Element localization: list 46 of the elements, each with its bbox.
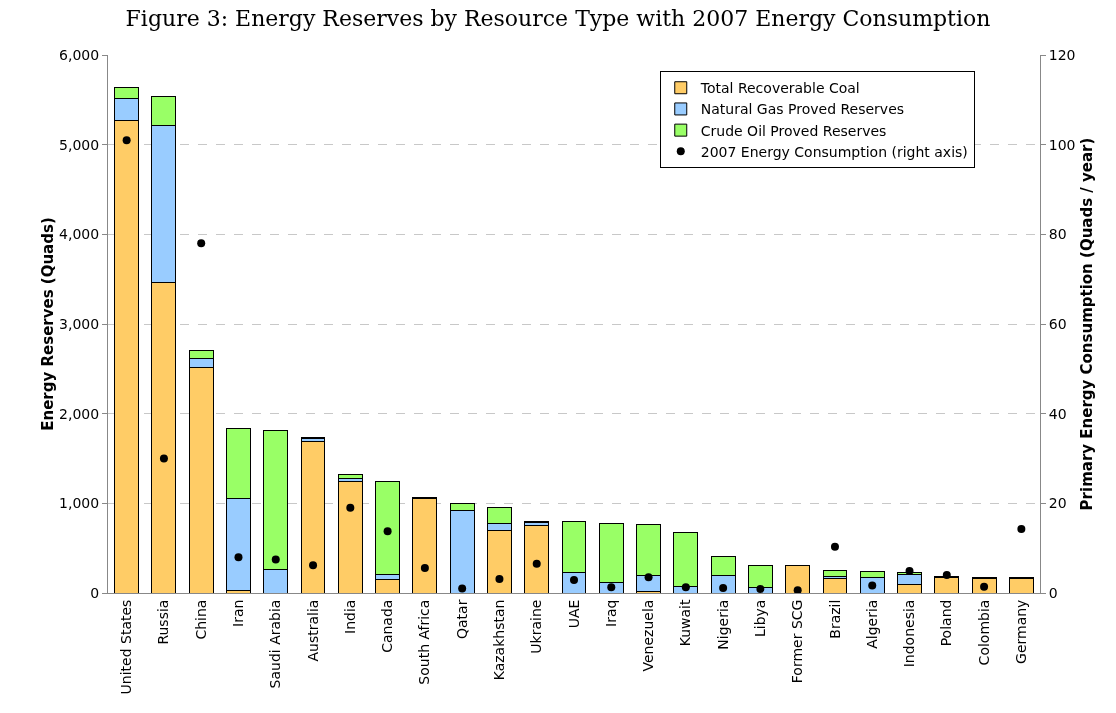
x-tick-label: India (341, 599, 358, 634)
y2-tick-label: 100 (1048, 136, 1076, 153)
x-tick-label: Germany (1012, 599, 1029, 664)
x-tick-label: United States (118, 599, 135, 695)
x-tick-label: Kuwait (677, 599, 694, 647)
x-tick-label: Canada (379, 599, 396, 653)
x-tick-label: Libya (751, 599, 768, 638)
x-tick-label: Former SCG (789, 599, 806, 684)
x-tick-label: China (192, 599, 209, 640)
x-tick-label: Poland (938, 599, 955, 647)
y-tick-label: 0 (90, 584, 100, 601)
x-tick-label: Colombia (975, 599, 992, 666)
legend-label: Crude Oil Proved Reserves (700, 122, 887, 139)
chart-title: Figure 3: Energy Reserves by Resource Type with 2007 Energy Consumption (125, 6, 991, 32)
x-tick-label: Algeria (863, 599, 880, 649)
x-tick-label: UAE (565, 599, 582, 629)
y2-tick-label: 80 (1048, 226, 1067, 243)
y2-tick-label: 20 (1048, 495, 1067, 512)
y2-tick-label: 40 (1048, 405, 1067, 422)
y-tick-label: 4,000 (59, 226, 100, 243)
y-tick-label: 5,000 (59, 136, 100, 153)
x-tick-label: Kazakhstan (490, 599, 507, 681)
y-tick-label: 2,000 (59, 405, 100, 422)
x-tick-label: Saudi Arabia (267, 599, 284, 689)
x-tick-label: Australia (304, 599, 321, 662)
y-tick-label: 1,000 (59, 495, 100, 512)
x-tick-label: Russia (155, 599, 172, 645)
y-axis-title: Energy Reserves (Quads) (39, 217, 58, 431)
x-tick-label: Iran (230, 599, 247, 627)
legend-label: Natural Gas Proved Reserves (700, 101, 905, 118)
y2-axis-title: Primary Energy Consumption (Quads / year) (1077, 137, 1096, 511)
x-tick-label: Nigeria (714, 599, 731, 650)
y-tick-label: 6,000 (59, 46, 100, 63)
legend-label: Total Recoverable Coal (699, 80, 860, 97)
x-tick-label: Qatar (453, 599, 470, 640)
y-tick-label: 3,000 (59, 315, 100, 332)
x-tick-label: South Africa (416, 599, 433, 685)
y2-tick-label: 120 (1048, 46, 1076, 63)
y2-tick-label: 60 (1048, 315, 1067, 332)
legend-label: 2007 Energy Consumption (right axis) (700, 143, 968, 160)
y2-tick-label: 0 (1048, 584, 1058, 601)
x-tick-label: Indonesia (901, 599, 918, 668)
x-tick-label: Ukraine (528, 599, 545, 654)
x-tick-label: Iraq (602, 599, 619, 627)
x-tick-label: Brazil (826, 599, 843, 639)
x-tick-label: Venezuela (640, 599, 657, 672)
